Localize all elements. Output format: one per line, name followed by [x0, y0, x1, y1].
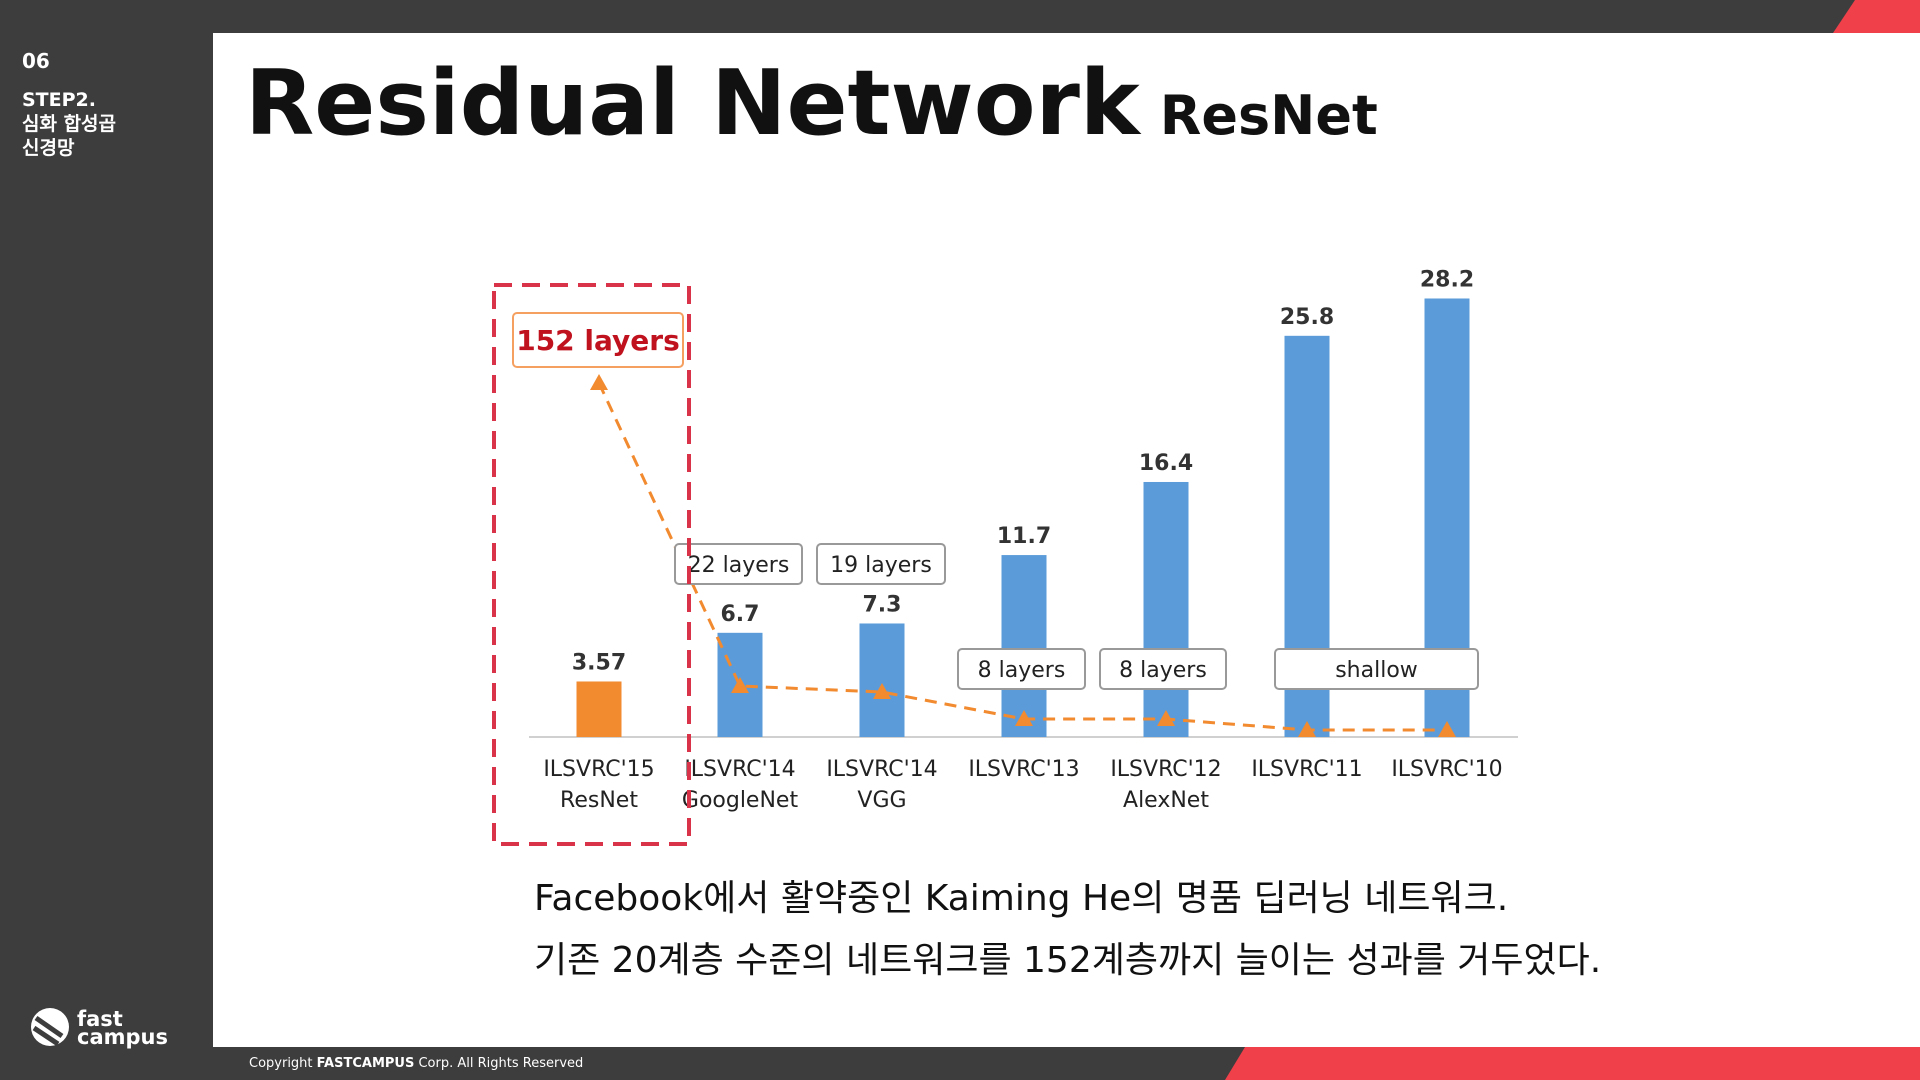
annotation: shallow — [1335, 658, 1418, 683]
annotation: 22 layers — [688, 553, 790, 578]
bar — [1001, 555, 1047, 737]
step: STEP2. — [22, 89, 96, 111]
x-tick-label: ILSVRC'12 — [1110, 757, 1221, 782]
copyright-suffix: Corp. All Rights Reserved — [418, 1056, 583, 1071]
x-tick-label: VGG — [857, 788, 906, 813]
sidebar — [0, 0, 213, 1080]
annotation: 8 layers — [978, 658, 1066, 683]
top-bar — [0, 0, 1920, 33]
topic: 심화 합성곱 — [22, 113, 116, 135]
x-tick-label: AlexNet — [1123, 788, 1209, 813]
logo-icon-stroke — [32, 1015, 64, 1047]
value-label: 7.3 — [863, 592, 902, 617]
value-label: 3.57 — [572, 650, 626, 675]
annotation: 8 layers — [1119, 658, 1207, 683]
annotation-box — [674, 543, 803, 585]
logo-text: campus — [77, 1025, 168, 1049]
logo: fast campus — [31, 1007, 168, 1049]
depth-marker — [1015, 710, 1033, 726]
annotation-box — [957, 648, 1086, 690]
caption-line: Facebook에서 활약중인 Kaiming He의 명품 딥러닝 네트워크. — [534, 878, 1508, 919]
copyright-brand: FASTCAMPUS — [317, 1056, 415, 1071]
chart: 3.57 ILSVRC'15 ResNet 6.7 ILSVRC'14 GoogleNet… — [492, 267, 1518, 846]
bottom-accent — [1225, 1047, 1920, 1080]
depth-marker — [1157, 710, 1175, 726]
x-tick-label: GoogleNet — [682, 788, 799, 813]
x-tick-label: ILSVRC'13 — [968, 757, 1079, 782]
depth-marker — [873, 683, 891, 699]
value-label: 28.2 — [1420, 267, 1474, 292]
depth-marker — [590, 374, 608, 390]
caption-line: 기존 20계층 수준의 네트워크를 152계층까지 늘이는 성과를 거두었다. — [534, 940, 1601, 981]
depth-marker — [1298, 721, 1316, 737]
x-tick-label: ResNet — [560, 788, 638, 813]
annotation: 152 layers — [516, 324, 680, 357]
section-number: 06 — [22, 49, 50, 73]
subtitle: ResNet — [1160, 84, 1378, 147]
x-tick-label: ILSVRC'14 — [826, 757, 937, 782]
bar — [576, 681, 622, 737]
value-label: 16.4 — [1139, 451, 1193, 476]
value-label: 25.8 — [1280, 305, 1334, 330]
x-tick-label: ILSVRC'15 — [543, 757, 654, 782]
topic: 신경망 — [22, 137, 75, 159]
annotation-box — [512, 312, 684, 368]
x-tick-label: ILSVRC'14 — [684, 757, 795, 782]
value-label: 6.7 — [721, 602, 760, 627]
caption: Facebook에서 활약중인 Kaiming He의 명품 딥러닝 네트워크.… — [534, 878, 1601, 981]
x-tick-label: ILSVRC'11 — [1251, 757, 1362, 782]
depth-marker — [1438, 721, 1456, 737]
copyright-prefix: Copyright — [249, 1056, 313, 1071]
depth-marker — [731, 677, 749, 693]
highlight-box — [492, 283, 691, 846]
annotation-box — [1099, 648, 1227, 690]
top-accent — [1833, 0, 1920, 33]
x-tick-label: ILSVRC'10 — [1391, 757, 1502, 782]
annotation: 19 layers — [830, 553, 932, 578]
title: Residual Network — [245, 51, 1142, 156]
bar — [1143, 481, 1189, 737]
annotation-box — [816, 543, 946, 585]
logo-text: fast — [77, 1007, 123, 1031]
annotation-box — [1274, 648, 1479, 690]
copyright: Copyright FASTCAMPUS Corp. All Rights Re… — [249, 1056, 583, 1071]
bar — [859, 623, 905, 737]
sidebar-text: 06 STEP2. 심화 합성곱 신경망 — [22, 49, 116, 159]
value-label: 11.7 — [997, 524, 1051, 549]
title-group: Residual Network ResNet — [245, 51, 1378, 156]
